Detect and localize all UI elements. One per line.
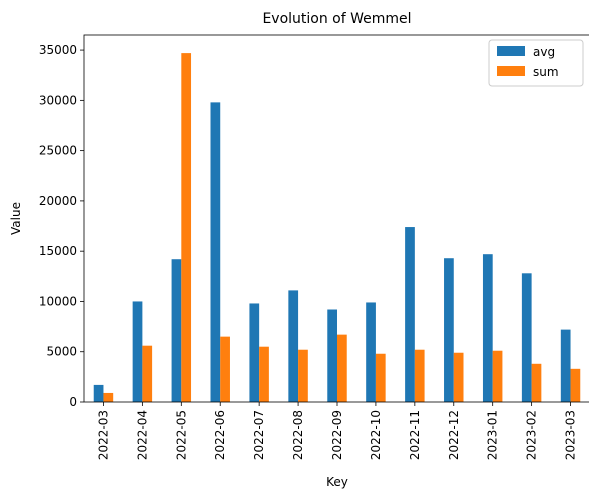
y-axis-label: Value xyxy=(9,202,23,235)
bar-avg-2022-11 xyxy=(405,227,415,402)
x-tick-label: 2022-08 xyxy=(291,410,305,460)
x-tick-label: 2022-09 xyxy=(330,410,344,460)
x-tick-label: 2022-07 xyxy=(252,410,266,460)
bar-sum-2023-03 xyxy=(570,368,581,402)
bar-sum-2022-11 xyxy=(414,349,425,402)
y-tick-label: 30000 xyxy=(39,93,77,107)
bar-sum-2022-07 xyxy=(259,346,269,402)
bar-sum-2022-03 xyxy=(103,392,114,402)
x-tick-label: 2022-04 xyxy=(135,410,149,460)
bar-avg-2023-02 xyxy=(521,273,532,402)
bar-sum-2022-04 xyxy=(142,345,153,402)
x-axis: 2022-03 2022-04 2022-05 2022-06 2022-07 2022-… xyxy=(96,402,578,460)
bar-avg-2023-03 xyxy=(560,329,571,402)
x-tick-label: 2022-05 xyxy=(174,410,188,460)
bar-avg-2022-03 xyxy=(93,384,104,402)
y-tick-label: 0 xyxy=(69,395,77,409)
x-tick-label: 2023-03 xyxy=(564,410,578,460)
bar-avg-2023-01 xyxy=(482,254,493,402)
legend-swatch-sum xyxy=(497,66,525,76)
bar-avg-2022-06 xyxy=(210,102,221,403)
x-tick-label: 2022-06 xyxy=(213,410,227,460)
x-tick-label: 2023-01 xyxy=(486,410,500,460)
bar-sum-2022-06 xyxy=(220,336,230,402)
bar-avg-2022-07 xyxy=(249,303,260,402)
bar-sum-2022-10 xyxy=(375,353,386,402)
x-tick-label: 2022-11 xyxy=(408,410,422,460)
bar-avg-2022-12 xyxy=(444,258,454,402)
bar-sum-2022-12 xyxy=(453,352,464,402)
bar-sum-2022-09 xyxy=(337,334,347,402)
y-tick-label: 20000 xyxy=(39,194,77,208)
bar-avg-2022-08 xyxy=(288,290,299,402)
legend-label-avg: avg xyxy=(533,45,555,59)
bars-group xyxy=(93,53,581,403)
x-tick-label: 2023-02 xyxy=(525,410,539,460)
bar-avg-2022-09 xyxy=(327,309,337,402)
bar-sum-2023-02 xyxy=(531,363,542,402)
y-tick-label: 5000 xyxy=(46,345,77,359)
bar-sum-2022-05 xyxy=(181,53,192,402)
y-tick-label: 25000 xyxy=(39,144,77,158)
legend: avg sum xyxy=(488,39,584,87)
bar-avg-2022-05 xyxy=(171,259,182,402)
y-tick-label: 10000 xyxy=(39,294,77,308)
legend-swatch-avg xyxy=(497,46,525,56)
bar-avg-2022-04 xyxy=(132,301,143,402)
legend-label-sum: sum xyxy=(533,65,559,79)
chart-title: Evolution of Wemmel xyxy=(262,11,411,27)
bar-sum-2022-08 xyxy=(298,349,308,402)
y-axis: 0 5000 10000 15000 20000 25000 30000 35000 xyxy=(39,43,84,409)
y-tick-label: 35000 xyxy=(39,43,77,57)
bar-avg-2022-10 xyxy=(366,302,376,402)
y-tick-label: 15000 xyxy=(39,244,77,258)
bar-sum-2023-01 xyxy=(492,350,503,402)
plot-frame xyxy=(83,34,589,403)
x-tick-label: 2022-03 xyxy=(96,410,110,460)
x-tick-label: 2022-12 xyxy=(447,410,461,460)
x-axis-label: Key xyxy=(326,475,348,489)
x-tick-label: 2022-10 xyxy=(369,410,383,460)
